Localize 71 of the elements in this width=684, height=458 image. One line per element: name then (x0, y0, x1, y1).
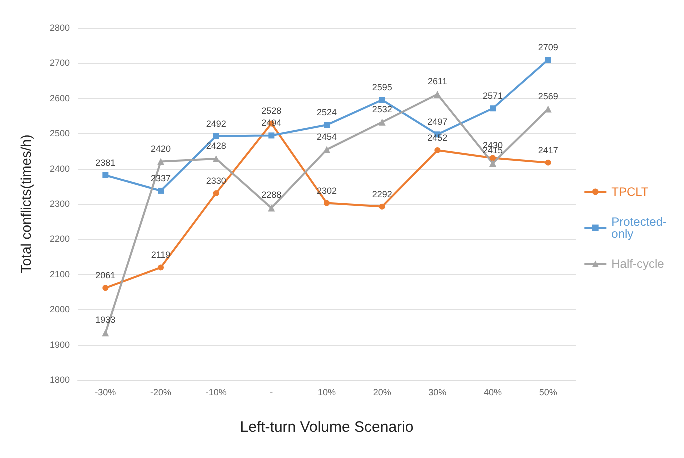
x-tick-label: -10% (206, 388, 227, 398)
point (545, 57, 552, 64)
point (102, 330, 110, 337)
data-label: 2420 (150, 144, 172, 154)
data-label: 2524 (316, 108, 338, 118)
y-axis-title: Total conflicts(times/h) (18, 134, 34, 274)
point (102, 285, 109, 292)
y-tick-label: 1900 (50, 340, 70, 350)
y-tick-label: 2300 (50, 199, 70, 209)
legend-label: TPCLT (612, 185, 650, 199)
data-label: 2528 (262, 106, 282, 116)
data-label: 2330 (206, 176, 226, 186)
x-tick-label: -30% (95, 388, 116, 398)
y-tick-label: 2400 (50, 164, 70, 174)
legend-label: Protected-only (612, 215, 668, 241)
data-label: 2381 (96, 158, 116, 168)
point (213, 133, 220, 140)
point (268, 132, 275, 139)
x-tick-label: -20% (150, 388, 172, 398)
data-label: 2611 (428, 76, 448, 87)
x-tick-label: 50% (539, 388, 558, 398)
data-label: 2532 (372, 104, 392, 114)
x-tick-label: 20% (373, 388, 392, 398)
data-label: 2061 (96, 270, 116, 281)
point (102, 172, 109, 178)
data-label: 2569 (538, 91, 558, 102)
data-label: 1933 (96, 315, 116, 326)
x-tick-label: 30% (428, 388, 447, 398)
data-label: 2497 (428, 117, 448, 128)
point (545, 160, 552, 166)
data-label: 2709 (538, 42, 558, 53)
point (212, 155, 220, 162)
y-tick-label: 2100 (50, 269, 70, 280)
data-label: 2417 (538, 145, 558, 156)
point (324, 146, 330, 154)
y-tick-label: 2500 (50, 128, 70, 139)
point (379, 97, 386, 104)
point (490, 106, 496, 112)
data-label: 2571 (482, 91, 504, 102)
y-tick-label: 2000 (50, 304, 70, 315)
point (213, 190, 220, 196)
y-tick-label: 2800 (50, 23, 70, 33)
point (379, 204, 386, 210)
point (324, 122, 330, 128)
point (158, 188, 164, 194)
y-tick-label: 1800 (50, 375, 70, 385)
data-label: 2454 (316, 132, 338, 142)
point (490, 155, 496, 162)
y-tick-label: 2200 (50, 234, 70, 244)
data-label: 2492 (206, 118, 226, 129)
data-label: 2288 (262, 190, 282, 200)
data-label: 2452 (428, 132, 448, 143)
point (158, 158, 164, 166)
point (434, 147, 441, 154)
x-tick-label: 10% (318, 388, 336, 398)
x-axis-title: Left-turn Volume Scenario (240, 419, 414, 436)
y-tick-label: 2600 (50, 93, 70, 104)
point (490, 160, 496, 168)
data-label: 2337 (150, 173, 172, 184)
data-label: 2595 (372, 82, 392, 93)
y-tick-label: 2700 (50, 58, 70, 68)
point (268, 204, 276, 212)
legend-label: Half-cycle (612, 257, 665, 271)
point (158, 264, 164, 271)
point (324, 200, 330, 206)
point (378, 118, 386, 126)
data-label: 2292 (372, 189, 392, 200)
point (434, 91, 442, 98)
x-tick-label: 40% (484, 388, 502, 398)
data-label: 2428 (206, 140, 226, 151)
x-tick-label: - (270, 388, 274, 398)
